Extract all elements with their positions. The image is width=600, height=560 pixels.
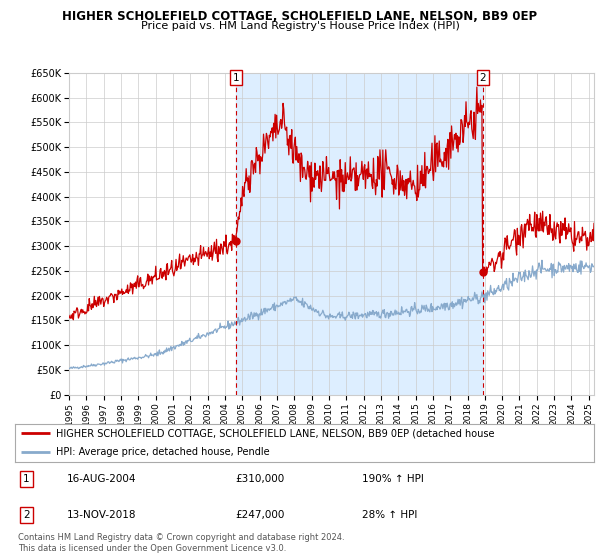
Text: HPI: Average price, detached house, Pendle: HPI: Average price, detached house, Pend…: [56, 447, 269, 458]
Text: Price paid vs. HM Land Registry's House Price Index (HPI): Price paid vs. HM Land Registry's House …: [140, 21, 460, 31]
Text: 16-AUG-2004: 16-AUG-2004: [67, 474, 137, 484]
Text: Contains HM Land Registry data © Crown copyright and database right 2024.
This d: Contains HM Land Registry data © Crown c…: [18, 533, 344, 553]
Text: 2: 2: [23, 510, 30, 520]
Text: 28% ↑ HPI: 28% ↑ HPI: [362, 510, 418, 520]
Text: HIGHER SCHOLEFIELD COTTAGE, SCHOLEFIELD LANE, NELSON, BB9 0EP: HIGHER SCHOLEFIELD COTTAGE, SCHOLEFIELD …: [62, 10, 538, 23]
Text: 190% ↑ HPI: 190% ↑ HPI: [362, 474, 424, 484]
Text: HIGHER SCHOLEFIELD COTTAGE, SCHOLEFIELD LANE, NELSON, BB9 0EP (detached house: HIGHER SCHOLEFIELD COTTAGE, SCHOLEFIELD …: [56, 428, 494, 438]
Text: 13-NOV-2018: 13-NOV-2018: [67, 510, 137, 520]
Bar: [236, 73, 482, 395]
Text: 1: 1: [23, 474, 30, 484]
Text: £310,000: £310,000: [235, 474, 284, 484]
Text: 2: 2: [479, 73, 486, 83]
Text: 1: 1: [232, 73, 239, 83]
Text: £247,000: £247,000: [235, 510, 284, 520]
